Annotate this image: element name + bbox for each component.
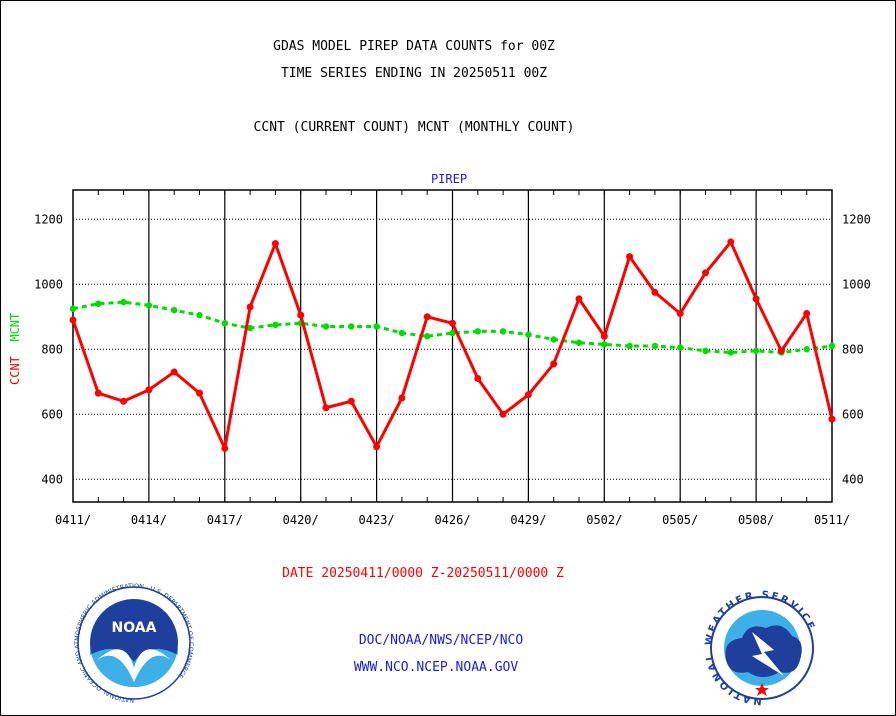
- y-tick-label-left: 800: [41, 342, 63, 356]
- mcnt-point: [626, 342, 633, 350]
- mcnt-point: [651, 342, 659, 350]
- ccnt-point: [651, 288, 659, 296]
- mcnt-point: [246, 324, 254, 332]
- mcnt-point: [803, 346, 810, 353]
- mcnt-point: [499, 328, 507, 335]
- x-tick-label: 0420/: [283, 513, 319, 527]
- x-tick-label: 0505/: [662, 513, 698, 527]
- x-tick-label: 0414/: [131, 513, 167, 527]
- ccnt-point: [777, 347, 785, 355]
- org-website-link: WWW.NCO.NCEP.NOAA.GOV: [353, 660, 519, 675]
- ccnt-point: [271, 240, 279, 248]
- ccnt-point: [828, 415, 836, 423]
- ccnt-point: [575, 295, 583, 303]
- chart-title-line3: CCNT (CURRENT COUNT) MCNT (MONTHLY COUNT…: [253, 120, 575, 135]
- ccnt-point: [727, 238, 735, 246]
- mcnt-point: [677, 344, 684, 351]
- y-tick-label-right: 800: [842, 342, 864, 356]
- y-tick-label-left: 1200: [34, 212, 63, 226]
- mcnt-point: [221, 320, 228, 327]
- noaa-logo: NOAA NATIONAL OCEANIC AND ATMOSPHERIC AD…: [74, 583, 194, 703]
- ccnt-point: [524, 391, 532, 399]
- ccnt-point: [69, 316, 77, 324]
- y-tick-label-left: 600: [41, 407, 63, 421]
- ccnt-point: [221, 444, 229, 452]
- ccnt-point: [120, 397, 128, 405]
- mcnt-point: [348, 323, 355, 330]
- ccnt-point: [423, 313, 431, 321]
- mcnt-point: [373, 323, 380, 330]
- x-tick-label: 0423/: [359, 513, 395, 527]
- ccnt-point: [499, 410, 507, 418]
- x-tick-label: 0508/: [738, 513, 774, 527]
- ccnt-point: [322, 404, 330, 412]
- ccnt-point: [94, 389, 102, 397]
- x-tick-label: 0411/: [55, 513, 91, 527]
- ccnt-point: [398, 394, 406, 402]
- y-tick-label-left: 1000: [34, 277, 63, 291]
- ccnt-point: [676, 310, 684, 317]
- ccnt-point: [600, 332, 608, 340]
- mcnt-point: [525, 331, 532, 338]
- x-tick-label: 0429/: [510, 513, 546, 527]
- x-tick-label: 0426/: [434, 513, 470, 527]
- ccnt-point: [474, 375, 482, 382]
- mcnt-point: [550, 336, 557, 343]
- ccnt-point: [803, 310, 811, 317]
- chart-axes: 400 400 600 600 800 800 1000 1000 1200 1200 0411/0…: [34, 189, 871, 527]
- mcnt-point: [398, 329, 406, 337]
- mcnt-point: [171, 307, 178, 314]
- ccnt-point: [297, 311, 305, 319]
- ccnt-point: [626, 253, 634, 261]
- org-path-link: DOC/NOAA/NWS/NCEP/NCO: [358, 633, 524, 648]
- mcnt-point: [575, 339, 583, 346]
- mcnt-point: [95, 300, 102, 307]
- ccnt-point: [702, 269, 709, 277]
- ccnt-point: [550, 360, 558, 368]
- mcnt-point: [424, 333, 431, 340]
- mcnt-point: [752, 347, 760, 355]
- y-tick-label-right: 1000: [842, 277, 871, 291]
- noaa-logo-text: NOAA: [112, 620, 157, 636]
- mcnt-point: [145, 302, 153, 309]
- ccnt-point: [196, 389, 203, 397]
- ccnt-point: [347, 397, 355, 405]
- ccnt-point: [449, 319, 456, 327]
- x-tick-label: 0511/: [814, 513, 850, 527]
- y-tick-label-right: 400: [842, 472, 864, 486]
- series-ccnt: [69, 238, 836, 454]
- mcnt-point: [474, 328, 481, 335]
- mcnt-point: [272, 321, 279, 329]
- nws-logo: NATIONAL WEATHER SERVICE: [704, 590, 815, 706]
- mcnt-point: [449, 329, 456, 337]
- ccnt-point: [246, 303, 254, 311]
- ccnt-point: [170, 368, 178, 376]
- y-tick-label-right: 600: [842, 407, 864, 421]
- ccnt-point: [752, 295, 760, 303]
- y-tick-label-right: 1200: [842, 212, 871, 226]
- mcnt-point: [120, 298, 127, 306]
- y-tick-label-left: 400: [41, 472, 63, 486]
- mcnt-point: [69, 305, 77, 312]
- x-tick-label: 0417/: [207, 513, 243, 527]
- mcnt-point: [828, 342, 836, 350]
- chart-title-line1: GDAS MODEL PIREP DATA COUNTS for 00Z: [273, 39, 555, 54]
- mcnt-point: [322, 323, 330, 330]
- chart-title-line2: TIME SERIES ENDING IN 20250511 00Z: [280, 66, 548, 81]
- plot-title: PIREP: [430, 172, 468, 186]
- mcnt-point: [727, 349, 734, 356]
- mcnt-point: [702, 347, 709, 355]
- series-mcnt: [69, 298, 836, 356]
- mcnt-point: [601, 341, 608, 348]
- mcnt-point: [196, 311, 203, 319]
- x-tick-label: 0502/: [586, 513, 622, 527]
- date-range-label: DATE 20250411/0000 Z-20250511/0000 Z: [282, 566, 564, 581]
- chart-grid: [73, 190, 832, 502]
- ccnt-point: [145, 386, 153, 394]
- ccnt-point: [373, 443, 381, 451]
